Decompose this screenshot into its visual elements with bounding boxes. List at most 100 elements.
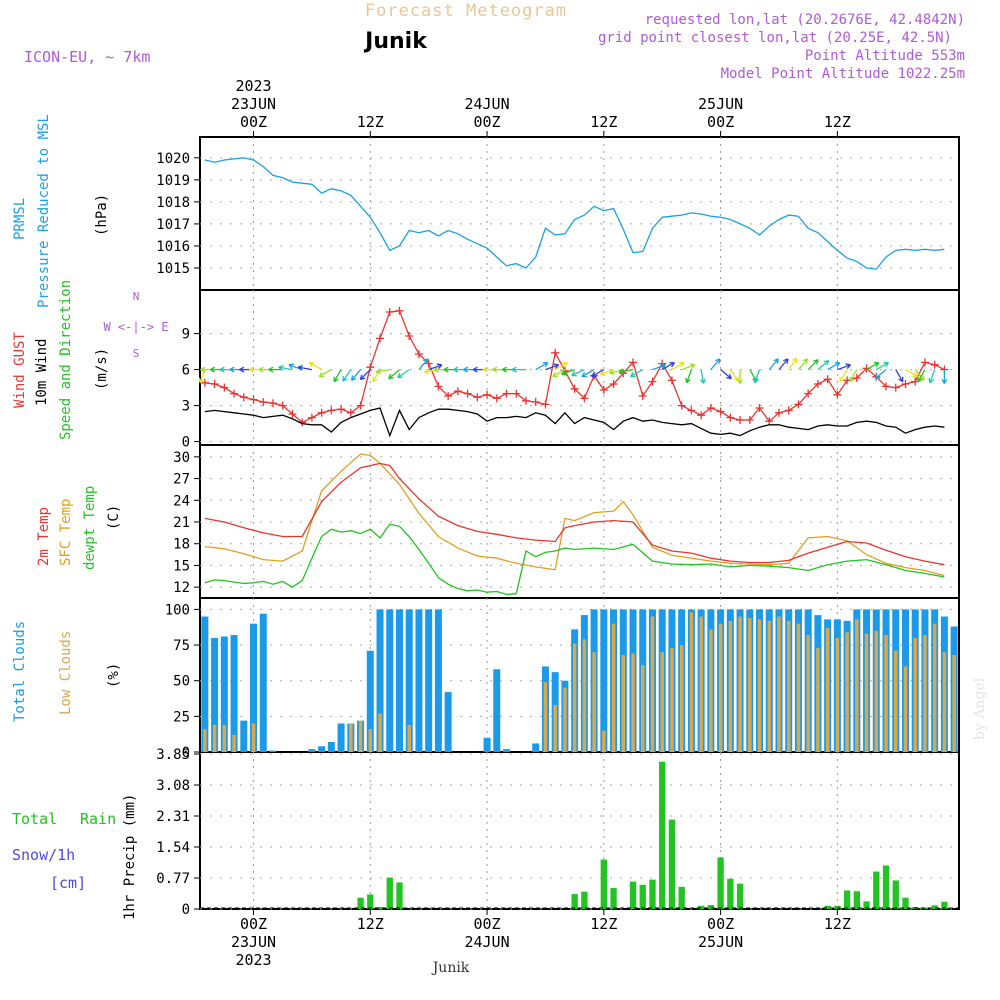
wind-speed-line (204, 407, 945, 438)
wind-arrow-head (463, 366, 469, 373)
gust-marker (677, 401, 686, 410)
low-cloud-bar (942, 652, 947, 752)
low-cloud-bar (796, 623, 801, 752)
low-cloud-bar (748, 617, 752, 752)
gust-marker (278, 401, 287, 410)
wind-arrow-head (318, 371, 325, 378)
top-time-label: 12Z (824, 113, 851, 131)
low-cloud-bar (407, 724, 411, 752)
wind-arrow-head (553, 363, 560, 369)
bottom-time-label: 00Z (474, 915, 501, 933)
wind-arrow (428, 363, 443, 371)
bottom-time-label: 2023 (235, 951, 271, 969)
wind-arrow-shaft (754, 369, 761, 383)
wind-arrow-shaft (817, 360, 830, 371)
wind-arrow-head (501, 366, 507, 373)
low-cloud-bar (650, 616, 655, 752)
total-cloud-bar (259, 613, 267, 752)
precip-bar (941, 901, 948, 909)
top-time-label: 12Z (590, 113, 617, 131)
precip-bar (610, 888, 617, 909)
bottom-time-label: 00Z (240, 915, 267, 933)
wind-arrow-head (278, 364, 284, 371)
ytick-label: 3.85 (156, 747, 190, 763)
low-cloud-bar (611, 623, 616, 752)
wind-arrow (905, 369, 919, 378)
total-cloud-bar (230, 635, 238, 752)
wind-arrow (511, 366, 526, 373)
top-time-label: 00Z (240, 113, 267, 131)
total-cloud-bar (337, 723, 345, 752)
label-ms: (m/s) (94, 348, 110, 390)
total-cloud-bar (425, 609, 433, 752)
total-cloud-bar (220, 636, 228, 752)
low-cloud-bar (757, 619, 762, 752)
wind-arrow-head (834, 361, 841, 368)
low-cloud-bar (689, 612, 694, 752)
ytick-label: 1015 (156, 261, 190, 277)
bottom-time-label: 00Z (707, 915, 734, 933)
precip-bar (736, 883, 744, 909)
wind-arrow-head (552, 371, 558, 378)
wind-arrow (849, 369, 858, 383)
wind-arrow-head (308, 361, 315, 368)
low-cloud-bar (640, 665, 645, 752)
wind-arrow-head (753, 377, 759, 384)
wind-arrow (710, 358, 721, 371)
wind-arrow (753, 369, 761, 384)
wind-arrow-shaft (581, 369, 595, 378)
panel-frame (199, 136, 960, 291)
wind-arrow-head (874, 373, 881, 380)
wind-arrow-head (433, 366, 439, 373)
wind-arrow-head (436, 363, 443, 369)
gust-marker (463, 389, 472, 398)
precip-bar (697, 905, 705, 909)
total-cloud-bar (483, 737, 491, 752)
wind-arrow (418, 358, 429, 371)
total-cloud-bar (250, 623, 258, 752)
wind-arrow (268, 366, 283, 373)
wind-arrow-shaft (591, 369, 605, 378)
total-cloud-bar (444, 692, 452, 752)
low-cloud-bar (631, 653, 635, 752)
gust-marker (774, 408, 783, 417)
wind-arrow-head (388, 373, 394, 380)
wind-arrow-shaft (671, 362, 685, 371)
ytick-label: 3.08 (156, 778, 190, 794)
wind-arrow (817, 359, 830, 371)
wind-arrow (837, 363, 852, 371)
wind-arrow-head (609, 369, 615, 376)
gust-marker (755, 404, 764, 412)
label-speed-direction: Speed and Direction (58, 280, 74, 440)
wind-arrow (545, 363, 560, 371)
wind-arrow (720, 369, 732, 380)
wind-arrow-head (941, 378, 948, 384)
low-cloud-bar (368, 729, 373, 752)
gust-marker (745, 416, 754, 424)
wind-arrow-head (333, 376, 339, 383)
low-cloud-bar (728, 620, 733, 752)
wind-arrow-head (288, 363, 295, 369)
gust-marker (599, 386, 608, 394)
wind-arrow (768, 358, 779, 371)
wind-arrow-shaft (849, 369, 858, 383)
wind-arrow (928, 369, 936, 384)
ytick-label: 21 (173, 515, 190, 531)
ytick-label: 9 (182, 327, 190, 343)
total-cloud-bar (269, 750, 277, 752)
precip-bar (386, 877, 393, 909)
label-celsius: (C) (106, 505, 122, 530)
wind-arrow (895, 369, 904, 383)
low-cloud-bar (874, 630, 879, 752)
wind-arrow-shaft (318, 369, 332, 378)
ytick-label: 75 (173, 638, 190, 654)
wind-arrow-shaft (309, 362, 322, 371)
low-cloud-bar (592, 652, 596, 752)
wind-arrow-shaft (837, 364, 851, 371)
gust-marker (716, 407, 725, 416)
wind-arrow (397, 369, 410, 379)
precip-bar (600, 859, 607, 909)
wind-arrow-head (472, 366, 478, 373)
wind-arrow-head (210, 366, 216, 373)
low-cloud-bar (358, 720, 363, 752)
